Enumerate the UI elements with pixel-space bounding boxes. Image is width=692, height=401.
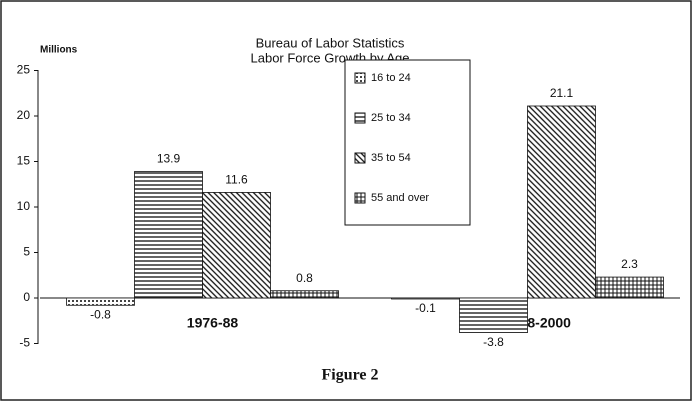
y-tick-label: 20	[17, 108, 31, 122]
y-axis-label: Millions	[40, 45, 78, 56]
bar	[66, 297, 135, 306]
bar	[459, 297, 528, 333]
data-label: 13.9	[157, 152, 181, 166]
x-tick-label: 1976-88	[187, 315, 239, 331]
bar	[134, 171, 203, 299]
legend-label: 55 and over	[371, 192, 429, 204]
bar	[391, 297, 460, 300]
legend	[344, 59, 471, 226]
data-label: -3.8	[483, 335, 504, 349]
y-tick-label: -5	[19, 336, 30, 350]
bar	[202, 192, 271, 299]
bar	[270, 290, 339, 299]
bar	[595, 276, 664, 299]
y-tick-label: 15	[17, 154, 31, 168]
y-tick-label: 25	[17, 63, 31, 77]
legend-label: 16 to 24	[371, 72, 411, 84]
legend-swatch	[354, 72, 366, 84]
data-label: 0.8	[296, 271, 313, 285]
bar	[527, 105, 596, 299]
y-tick-label: 10	[17, 199, 31, 213]
legend-label: 25 to 34	[371, 112, 411, 124]
data-label: 21.1	[550, 86, 574, 100]
data-label: -0.8	[90, 307, 111, 321]
caption: Figure 2	[321, 367, 378, 384]
legend-swatch	[354, 192, 366, 204]
y-tick-label: 5	[23, 245, 30, 259]
legend-label: 35 to 54	[371, 152, 411, 164]
data-label: 11.6	[225, 173, 248, 187]
data-label: 2.3	[621, 257, 638, 271]
data-label: -0.1	[415, 301, 436, 315]
legend-swatch	[354, 112, 366, 124]
chart-title: Bureau of Labor Statistics	[256, 35, 405, 50]
legend-swatch	[354, 152, 366, 164]
y-tick-label: 0	[23, 290, 30, 304]
